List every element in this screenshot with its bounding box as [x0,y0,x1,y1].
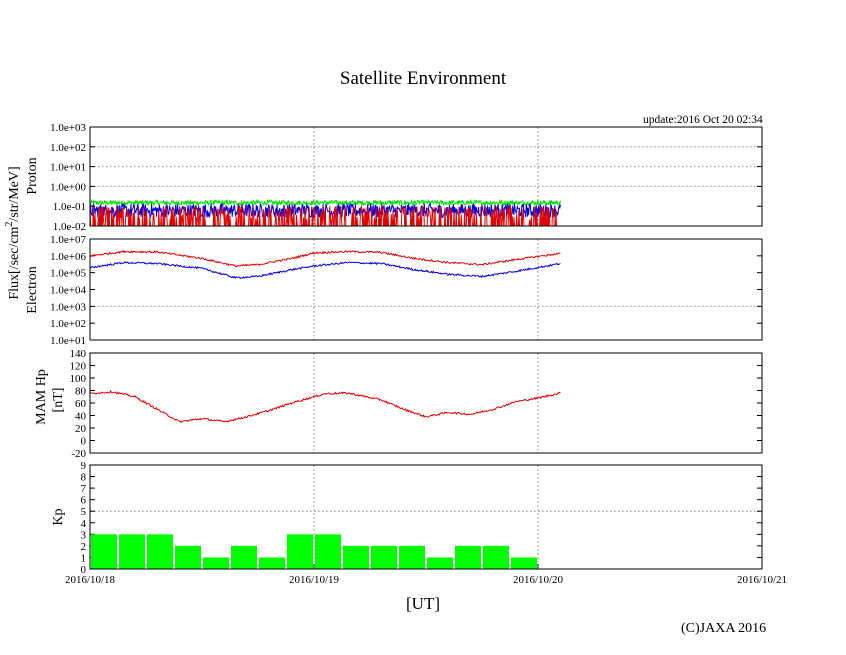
kp-ytick-label: 7 [81,483,87,495]
mam-axis-unit: [nT] [51,388,66,413]
mam-ytick-label: 0 [81,436,87,448]
kp-ytick-label: 6 [81,495,87,507]
kp-bar [427,557,453,569]
kp-ytick-label: 1 [81,552,87,564]
mam-ytick-label: -20 [71,448,86,460]
kp-bar [259,557,285,569]
proton-series-green [89,198,561,208]
kp-bar [91,534,117,569]
proton-ytick-label: 1.0e+03 [50,122,86,134]
proton-ytick-label: 1.0e+01 [50,162,86,174]
x-tick-label: 2016/10/20 [513,574,564,586]
mam-frame [89,352,763,454]
kp-bar [203,557,229,569]
electron-ytick-label: 1.0e+06 [50,251,86,263]
mam-axis-label: MAM Hp [34,369,49,425]
kp-bar [119,534,145,569]
kp-ytick-label: 2 [81,541,87,553]
proton-ytick-label: 1.0e-01 [53,201,86,213]
mam-ytick-label: 60 [75,398,87,410]
kp-ytick-label: 0 [81,564,87,576]
mam-ytick-label: 100 [70,373,87,385]
mam-series-Hp [89,390,561,424]
electron-ytick-label: 1.0e+03 [50,301,86,313]
kp-bar [455,545,481,569]
x-tick-label: 2016/10/18 [65,574,116,586]
electron-label: Electron [25,266,40,313]
proton-ytick-label: 1.0e-02 [53,221,86,233]
electron-ytick-label: 1.0e+01 [50,335,86,347]
kp-frame [89,464,763,570]
kp-ytick-label: 5 [81,506,87,518]
electron-ytick-label: 1.0e+07 [50,234,86,246]
proton-label: Proton [25,157,40,194]
kp-axis-label: Kp [51,508,66,525]
electron-frame [89,238,763,341]
kp-bar [231,545,257,569]
kp-bar [175,545,201,569]
kp-bar [315,534,341,569]
kp-ytick-label: 4 [81,518,87,530]
x-tick-label: 2016/10/19 [289,574,340,586]
kp-bar [483,545,509,569]
electron-panel: 1.0e+01 1.0e+02 1.0e+03 1.0e+04 1.0e+05 1.0e+… [50,234,763,347]
proton-frame [89,126,763,227]
proton-panel: 1.0e-02 1.0e-01 1.0e+00 1.0e+01 1.0e+02 1.0e+… [50,122,763,233]
kp-bar [511,557,537,569]
x-axis-unit: [UT] [406,594,440,613]
kp-bar [287,534,313,569]
electron-ytick-label: 1.0e+05 [50,268,86,280]
kp-ytick-label: 9 [81,460,87,472]
mam-ytick-label: 140 [70,348,87,360]
page-title: Satellite Environment [339,68,507,89]
kp-bar [399,545,425,569]
mam-ytick-label: 40 [75,411,87,423]
kp-ytick-label: 8 [81,472,87,484]
electron-series-red [89,249,561,268]
kp-bar [371,545,397,569]
kp-ytick-label: 3 [81,529,87,541]
mam-ytick-label: 120 [70,361,87,373]
electron-ytick-label: 1.0e+02 [50,318,86,330]
update-timestamp: update:2016 Oct 20 02:34 [643,114,763,126]
mam-ytick-label: 80 [75,386,87,398]
copyright: (C)JAXA 2016 [681,621,767,636]
proton-ytick-label: 1.0e+02 [50,142,86,154]
proton-ytick-label: 1.0e+00 [50,181,86,193]
electron-series-blue [89,261,561,280]
kp-bar [147,534,173,569]
flux-axis-label: Flux[/sec/cm2/str/MeV] [4,166,22,299]
mam-ytick-label: 20 [75,423,87,435]
x-tick-label: 2016/10/21 [737,574,787,586]
electron-ytick-label: 1.0e+04 [50,285,86,297]
kp-bar [343,545,369,569]
